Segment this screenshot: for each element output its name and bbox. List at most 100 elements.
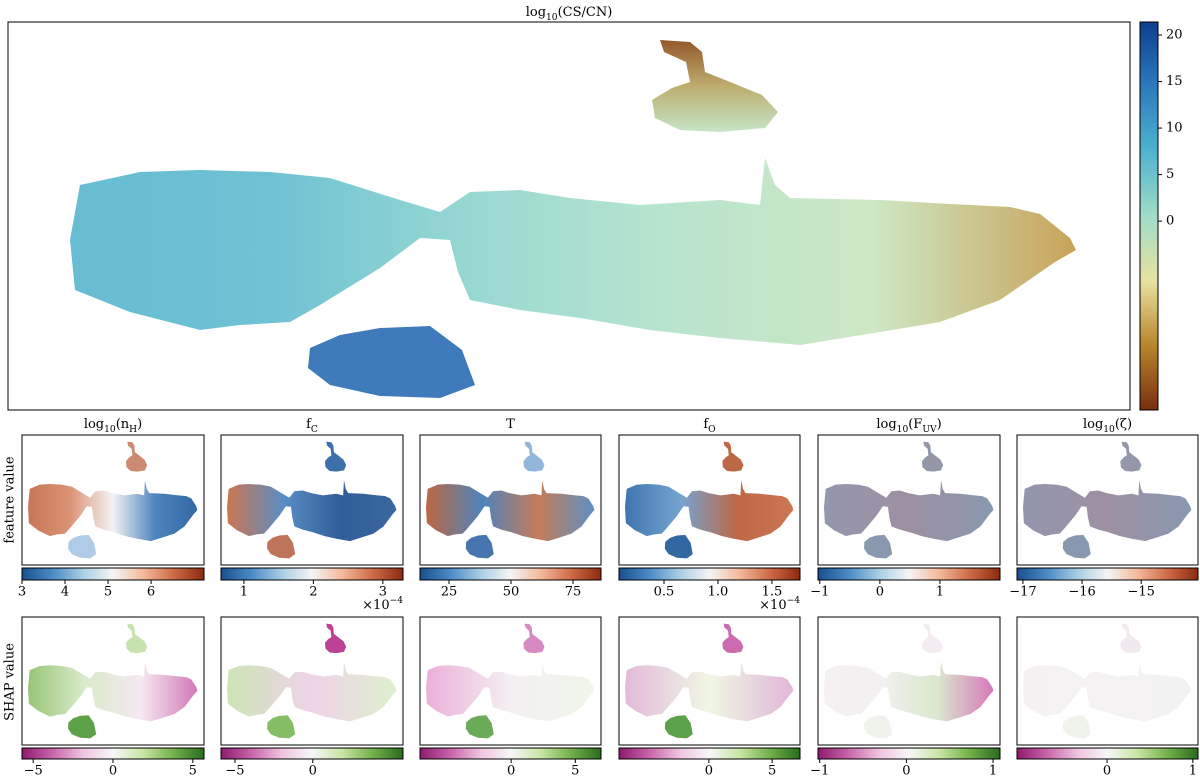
colorbar-tick-label: 1 [936, 585, 944, 600]
feature-scatter [28, 441, 198, 559]
cluster-top [125, 441, 148, 472]
cluster-bottom [1062, 715, 1091, 739]
panel-title-part: C [311, 425, 318, 435]
cluster-top [921, 441, 944, 472]
cluster-main [426, 661, 595, 722]
colorbar-tick-label: 15 [1166, 74, 1183, 89]
colorbar-tick-label: 20 [1166, 28, 1183, 43]
colorbar-tick-label: 0.5 [654, 585, 675, 600]
colorbar-tick-label: 1 [240, 585, 248, 600]
colorbar-tick-label: −5 [24, 764, 43, 776]
colorbar [21, 747, 205, 760]
colorbar-tick-label: 5 [571, 764, 579, 776]
shap-scatter [426, 623, 595, 739]
colorbar-tick-label: 1.0 [708, 585, 729, 600]
main-scatter [70, 40, 1076, 398]
feature-panel [21, 434, 205, 566]
cluster-main [227, 480, 397, 542]
colorbar [817, 747, 1001, 760]
colorbar-tick-label: 0 [109, 764, 117, 776]
panel-title-part: O [708, 425, 715, 435]
cluster-top [1120, 623, 1142, 654]
panel-title-part: ) [937, 417, 942, 432]
colorbar [220, 747, 404, 760]
cluster-top [722, 623, 744, 654]
offset-text-part: ×10 [362, 598, 389, 613]
colorbar-tick-label: 1.5 [762, 585, 783, 600]
cluster-bottom [68, 715, 97, 739]
cluster-main [1023, 661, 1192, 722]
cluster-top [125, 623, 148, 654]
main-title-part: log [526, 5, 546, 20]
panel-title-part: (n [116, 417, 130, 432]
cluster-bottom [664, 715, 693, 739]
cluster-main [1023, 480, 1192, 542]
main-title-part: (CS/CN) [558, 5, 613, 20]
colorbar-tick-label: 0 [876, 585, 884, 600]
main-panel [7, 21, 1131, 411]
cluster-bottom [267, 715, 296, 739]
colorbar-tick-label: 5 [768, 764, 776, 776]
cluster-main [625, 661, 794, 722]
colorbar-tick-label: −16 [1068, 585, 1095, 600]
colorbar-tick-label: 50 [503, 585, 520, 600]
colorbar-tick-label: 0 [705, 764, 713, 776]
colorbar [1016, 567, 1199, 581]
panel-title-part: log [1083, 417, 1103, 432]
panel-title: log10(nH) [84, 417, 142, 435]
feature-panel [618, 434, 801, 566]
shap-panel [817, 616, 1001, 746]
row-label: SHAP value [3, 643, 18, 721]
offset-text: ×10−4 [362, 596, 403, 613]
colorbar-tick-label: 0 [1166, 214, 1174, 229]
colorbar-tick-label: 5 [1166, 167, 1174, 182]
shap-panel [1016, 616, 1199, 746]
panel-title-part: (ζ) [1115, 417, 1132, 432]
shap-panel [21, 616, 205, 746]
cluster-top [722, 441, 744, 472]
colorbar-tick-label: 3 [379, 585, 387, 600]
panel-title-part: 10 [1103, 425, 1115, 435]
panel-title-part: log [876, 417, 896, 432]
row-label: feature value [3, 456, 18, 544]
cluster-top [324, 441, 347, 472]
panel-title-part: ) [137, 417, 142, 432]
main-title-part: 10 [546, 13, 558, 23]
colorbar-tick-label: −17 [1009, 585, 1036, 600]
colorbar-tick-label: 25 [441, 585, 458, 600]
colorbar [220, 567, 404, 581]
shap-panel [419, 616, 602, 746]
shap-panel [618, 616, 801, 746]
feature-panel [1016, 434, 1199, 566]
cluster-bottom [308, 326, 475, 398]
feature-scatter [227, 441, 397, 559]
colorbar-tick-label: 6 [147, 585, 155, 600]
colorbar-tick-label: 10 [1166, 121, 1183, 136]
cluster-main [70, 158, 1076, 345]
colorbar-tick-label: −5 [225, 764, 244, 776]
shap-panel [220, 616, 404, 746]
panel-title-part: 10 [897, 425, 909, 435]
offset-text-part: −4 [390, 596, 404, 606]
cluster-main [625, 480, 794, 542]
panel-title: T [506, 417, 515, 432]
cluster-bottom [1062, 534, 1091, 559]
colorbar-tick-label: 3 [18, 585, 26, 600]
colorbar [618, 567, 801, 581]
colorbar [1139, 21, 1159, 411]
colorbar [1016, 747, 1199, 760]
cluster-top [523, 441, 545, 472]
feature-scatter [824, 441, 994, 559]
cluster-top [523, 623, 545, 654]
cluster-top [652, 40, 778, 132]
colorbar-tick-label: −1 [810, 585, 829, 600]
colorbar-tick-label: 5 [104, 585, 112, 600]
cluster-main [824, 480, 994, 542]
colorbar [419, 567, 602, 581]
shap-scatter [28, 623, 198, 739]
cluster-bottom [267, 534, 296, 559]
feature-scatter [625, 441, 794, 559]
cluster-bottom [465, 715, 494, 739]
panel-title-part: f [306, 417, 312, 432]
